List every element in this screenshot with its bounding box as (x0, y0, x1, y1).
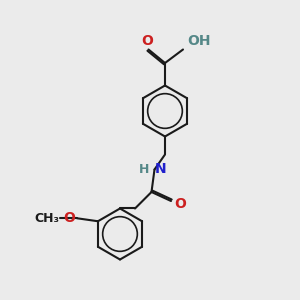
Text: OH: OH (188, 34, 211, 48)
Text: CH₃: CH₃ (34, 212, 59, 225)
Text: N: N (155, 163, 167, 176)
Text: H: H (139, 163, 149, 176)
Text: O: O (141, 34, 153, 48)
Text: O: O (64, 211, 75, 225)
Text: O: O (174, 197, 186, 211)
